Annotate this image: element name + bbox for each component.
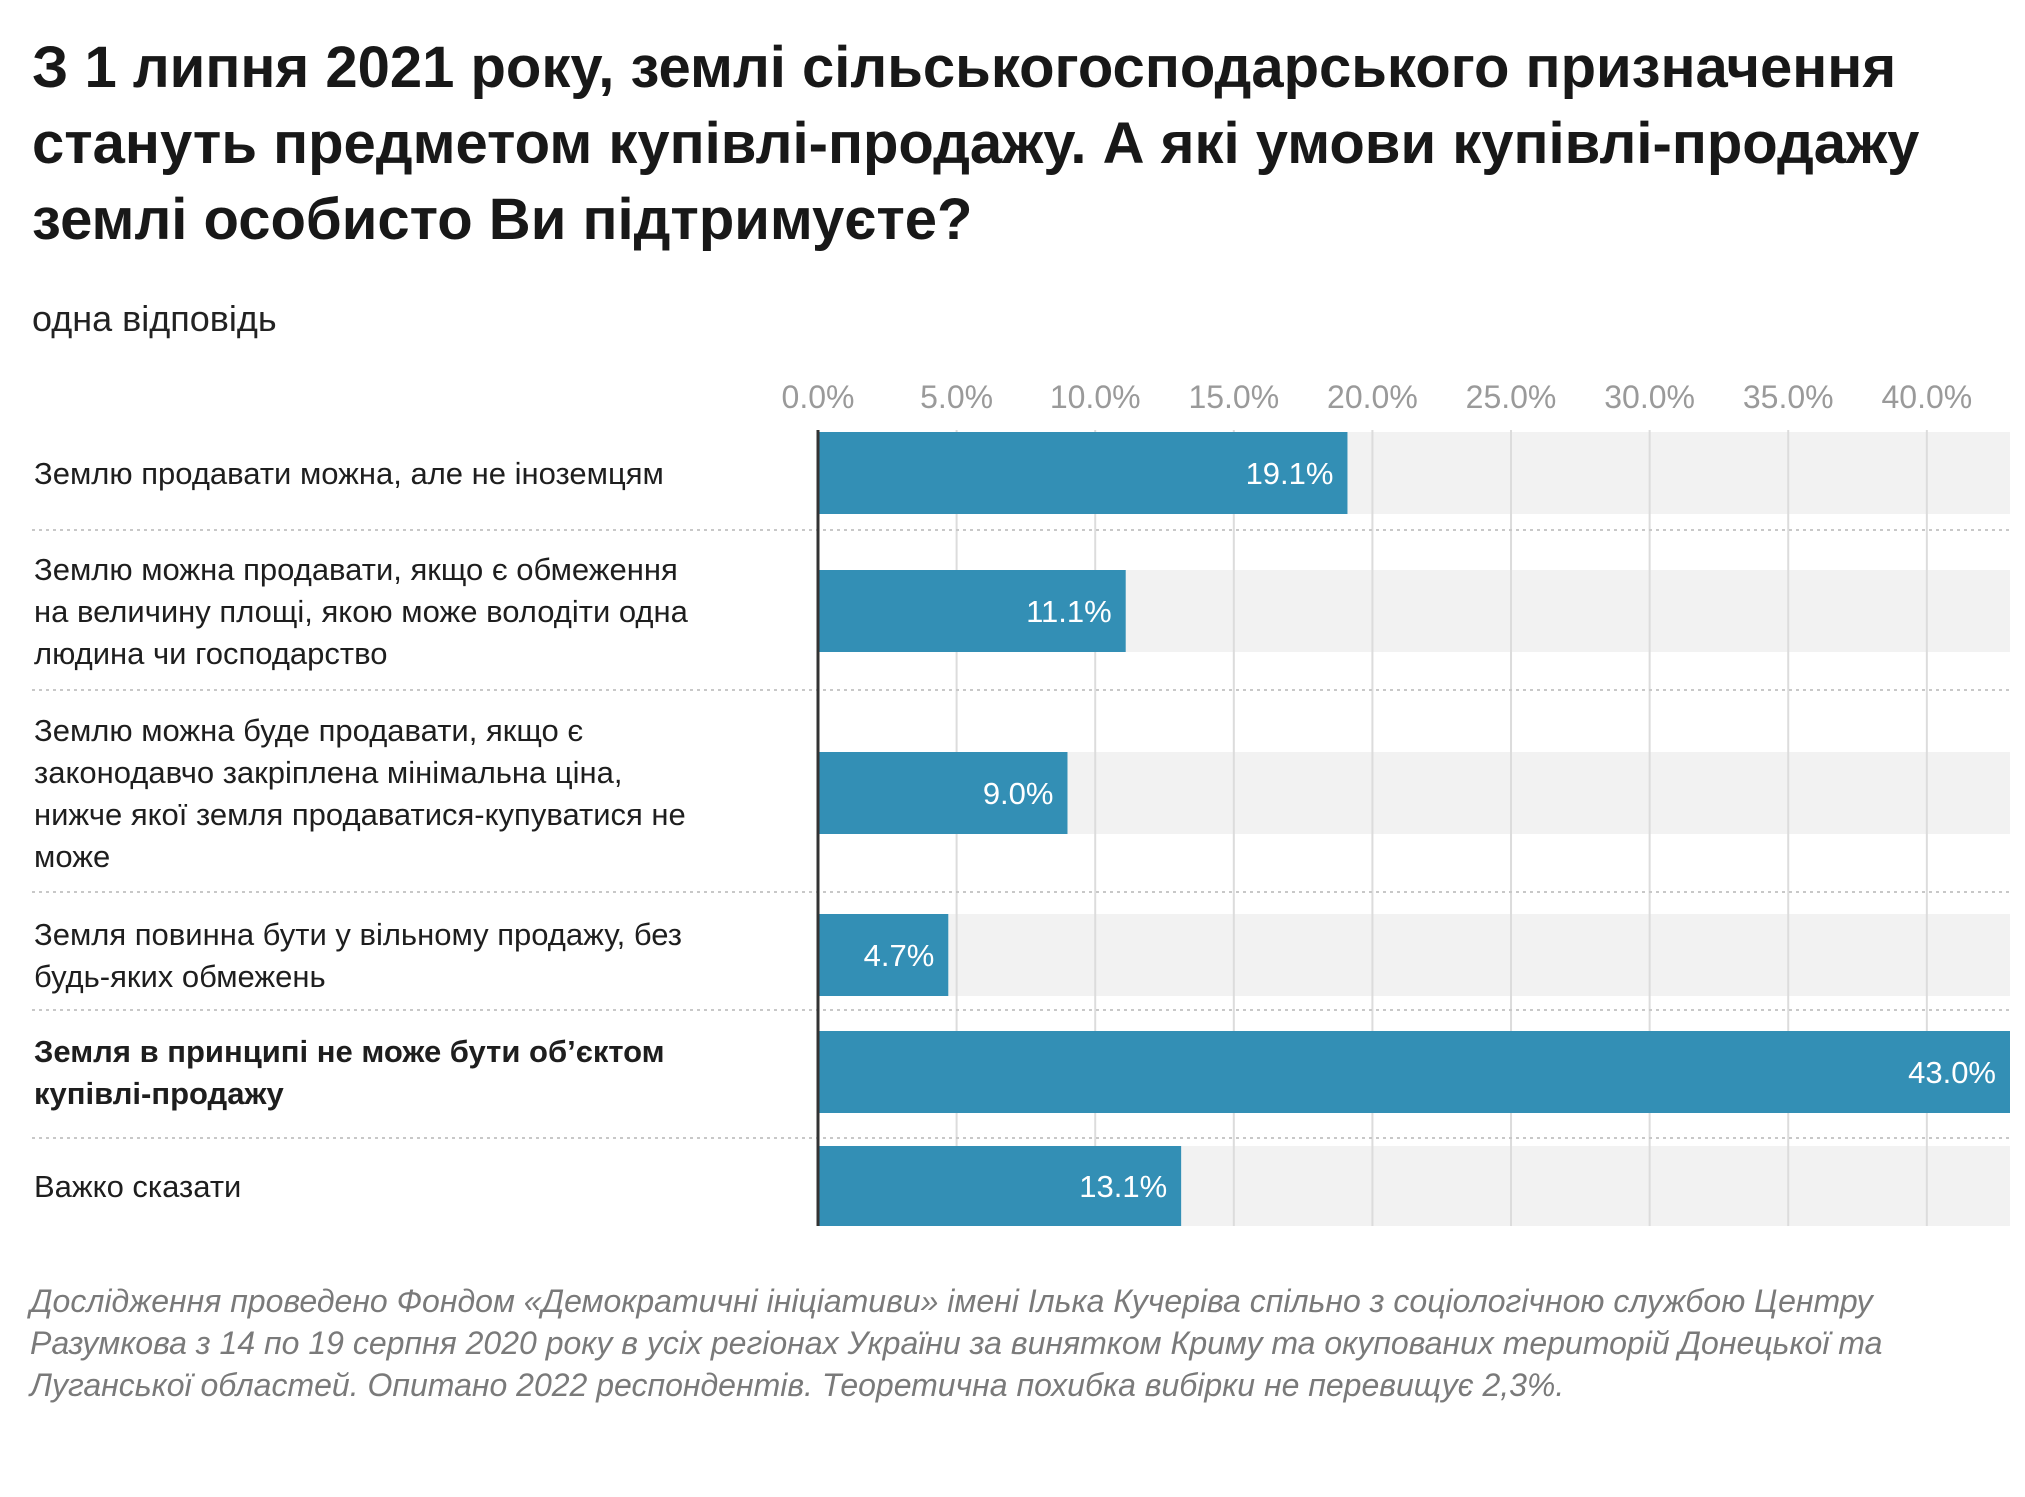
category-label-line: законодавчо закріплена мінімальна ціна, (34, 755, 623, 790)
chart-subtitle: одна відповідь (32, 298, 277, 339)
category-label-line: Землю можна буде продавати, якщо є (34, 713, 583, 748)
bar-value-label: 11.1% (1026, 594, 1112, 629)
bar-track (818, 914, 2010, 996)
category-label-line: Землю можна продавати, якщо є обмеження (34, 552, 678, 587)
category-label-line: нижче якої земля продаватися-купуватися … (34, 797, 686, 832)
bar (818, 570, 1126, 652)
x-tick-label: 5.0% (920, 379, 993, 415)
bar (818, 432, 1348, 514)
category-label-line: може (34, 839, 110, 874)
category-label-line: на величину площі, якою може володіти од… (34, 594, 689, 629)
bar-value-label: 13.1% (1079, 1169, 1167, 1204)
bar (818, 1146, 1182, 1226)
category-label-line: Землю продавати можна, але не іноземцям (34, 456, 664, 491)
category-label: Землю продавати можна, але не іноземцям (34, 456, 664, 491)
category-label-line: Земля в принципі не може бути об’єктом (34, 1034, 665, 1069)
bar (818, 914, 949, 996)
x-tick-label: 10.0% (1050, 379, 1141, 415)
category-label-line: людина чи господарство (34, 636, 387, 671)
category-label: Земля в принципі не може бути об’єктом ку… (34, 1034, 665, 1111)
bar-value-label: 9.0% (983, 776, 1054, 811)
bar-value-label: 4.7% (864, 938, 935, 973)
bar (818, 1031, 2010, 1113)
category-label: Землю можна буде продавати, якщо є законо… (34, 713, 686, 874)
bar-chart: 0.0% 5.0% 10.0% 15.0% 20.0% 25.0% 30.0% 35.0% 40… (32, 379, 2010, 1226)
x-tick-label: 20.0% (1327, 379, 1418, 415)
category-label-line: купівлі-продажу (34, 1076, 284, 1111)
x-tick-label: 35.0% (1743, 379, 1834, 415)
chart-title: З 1 липня 2021 року, землі сільськогоспо… (32, 35, 1920, 252)
category-label-line: Земля повинна бути у вільному продажу, б… (34, 917, 682, 952)
category-label-line: будь-яких обмежень (34, 959, 326, 994)
x-tick-label: 30.0% (1604, 379, 1695, 415)
bar (818, 752, 1068, 834)
x-tick-label: 0.0% (782, 379, 855, 415)
category-label: Землю можна продавати, якщо є обмеження н… (34, 552, 689, 671)
x-tick-label: 40.0% (1881, 379, 1972, 415)
category-label: Важко сказати (34, 1169, 241, 1204)
x-tick-label: 25.0% (1466, 379, 1557, 415)
bar-value-label: 43.0% (1908, 1055, 1996, 1090)
bar-value-label: 19.1% (1246, 456, 1334, 491)
category-label: Земля повинна бути у вільному продажу, б… (34, 917, 682, 994)
x-tick-label: 15.0% (1188, 379, 1279, 415)
survey-footnote: Дослідження проведено Фондом «Демократич… (30, 1283, 1883, 1403)
category-label-line: Важко сказати (34, 1169, 241, 1204)
